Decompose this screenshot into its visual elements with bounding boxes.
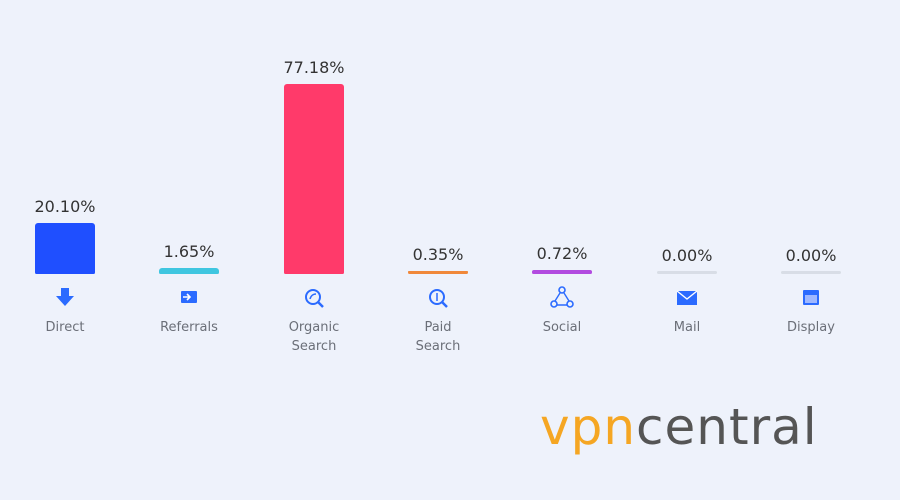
- watermark-central: central: [636, 398, 818, 456]
- icon: [305, 289, 324, 308]
- value-label: 20.10%: [34, 197, 96, 217]
- category-icon: [675, 286, 699, 310]
- watermark: vpncentral: [540, 398, 818, 456]
- watermark-vpn: vpn: [540, 398, 637, 456]
- bar-baseline: [159, 270, 219, 274]
- icon: [429, 289, 448, 308]
- value-label: 0.00%: [785, 246, 837, 265]
- bar-baseline: [284, 270, 344, 274]
- category-icon: [53, 286, 77, 310]
- bar-baseline: [657, 270, 717, 274]
- icon: [550, 286, 574, 308]
- category-icon: [426, 286, 450, 310]
- bar: [35, 223, 95, 272]
- bar-baseline: [408, 270, 468, 274]
- value-label: 0.35%: [412, 245, 464, 265]
- value-label: 0.72%: [536, 244, 588, 264]
- bar-baseline: [781, 270, 841, 274]
- icon: [56, 288, 74, 306]
- category-label: Display: [787, 320, 835, 335]
- value-label: 1.65%: [163, 241, 215, 261]
- bar-baseline: [35, 270, 95, 274]
- bar-baseline: [532, 270, 592, 274]
- category-label: Organic Search: [288, 320, 340, 354]
- value-label: 0.00%: [661, 246, 713, 265]
- icon: [676, 290, 698, 305]
- bar: [284, 83, 344, 272]
- icon: [181, 291, 197, 303]
- category-label: Mail: [673, 320, 701, 335]
- bar: [159, 267, 219, 272]
- category-label: Referrals: [160, 320, 218, 335]
- category-icon: [550, 286, 574, 310]
- value-label: 77.18%: [283, 57, 345, 77]
- icon: [803, 290, 819, 305]
- category-icon: [177, 286, 201, 310]
- category-icon: [302, 286, 326, 310]
- category-icon: [799, 286, 823, 310]
- category-label: Direct: [45, 320, 85, 335]
- category-label: Paid Search: [415, 320, 461, 354]
- category-label: Social: [542, 320, 582, 335]
